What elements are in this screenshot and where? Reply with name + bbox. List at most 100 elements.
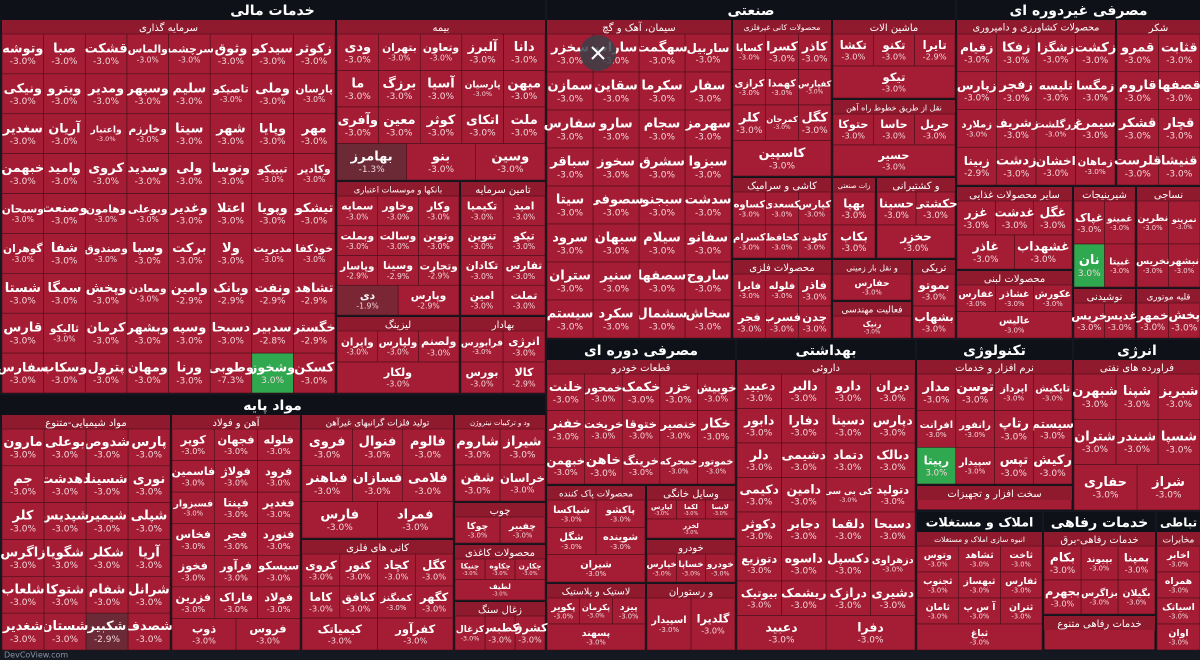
tile[interactable] — [956, 234, 1015, 270]
tile[interactable] — [257, 554, 301, 588]
tile[interactable] — [870, 373, 916, 409]
tile[interactable] — [546, 447, 585, 485]
tile[interactable] — [502, 255, 546, 286]
tile[interactable] — [1032, 447, 1073, 485]
tile[interactable] — [638, 185, 686, 225]
tile[interactable] — [684, 223, 732, 263]
tile[interactable] — [956, 146, 997, 186]
tile[interactable] — [684, 299, 732, 339]
tile[interactable] — [781, 580, 827, 616]
tile[interactable] — [765, 305, 799, 339]
tile[interactable] — [84, 312, 128, 354]
tile[interactable] — [377, 585, 416, 619]
tile[interactable] — [832, 144, 956, 177]
tile[interactable] — [1115, 419, 1159, 465]
tile[interactable] — [955, 447, 995, 485]
tile[interactable] — [1032, 410, 1073, 448]
tile[interactable] — [293, 273, 336, 314]
tile[interactable] — [1073, 243, 1105, 288]
tile[interactable] — [916, 447, 957, 485]
tile[interactable] — [832, 224, 876, 259]
tile[interactable] — [621, 373, 661, 411]
tile[interactable] — [916, 571, 959, 599]
tile[interactable] — [595, 527, 646, 555]
tile[interactable] — [85, 539, 129, 577]
tile[interactable] — [127, 502, 171, 540]
tile[interactable] — [1000, 571, 1043, 599]
tile[interactable] — [684, 261, 732, 301]
tile[interactable] — [257, 491, 301, 525]
tile[interactable] — [499, 516, 546, 544]
tile[interactable] — [168, 113, 211, 154]
tile[interactable] — [732, 33, 766, 70]
tile[interactable] — [377, 225, 419, 256]
tile[interactable] — [916, 545, 959, 573]
tile[interactable] — [43, 539, 87, 577]
tile[interactable] — [301, 553, 341, 587]
tile[interactable] — [1136, 302, 1169, 339]
tile[interactable] — [732, 69, 766, 106]
tile[interactable] — [293, 113, 336, 154]
tile[interactable] — [1075, 146, 1116, 186]
tile[interactable] — [546, 527, 597, 555]
tile[interactable] — [736, 615, 827, 651]
tile[interactable] — [336, 330, 378, 363]
tile[interactable] — [168, 352, 211, 394]
tile[interactable] — [798, 305, 832, 339]
tile[interactable] — [646, 518, 736, 539]
tile[interactable] — [870, 546, 916, 582]
tile[interactable] — [1136, 243, 1169, 288]
tile[interactable] — [994, 410, 1034, 448]
tile[interactable] — [336, 284, 399, 316]
tile[interactable] — [257, 586, 301, 619]
tile[interactable] — [251, 273, 294, 314]
tile[interactable] — [257, 460, 301, 493]
tile[interactable] — [996, 146, 1037, 186]
tile[interactable] — [257, 523, 301, 556]
tile[interactable] — [781, 442, 827, 478]
tile[interactable] — [502, 284, 546, 316]
tile[interactable] — [736, 373, 782, 409]
tile[interactable] — [765, 273, 799, 307]
tile[interactable] — [168, 312, 211, 354]
tile[interactable] — [684, 33, 732, 73]
tile[interactable] — [546, 499, 597, 528]
tile[interactable] — [916, 623, 1043, 651]
tile[interactable] — [460, 284, 504, 316]
tile[interactable] — [251, 33, 294, 75]
tile[interactable] — [1104, 243, 1136, 288]
tile[interactable] — [765, 224, 799, 259]
tile[interactable] — [546, 410, 585, 448]
tile[interactable] — [454, 579, 546, 601]
tile[interactable] — [171, 491, 215, 525]
tile[interactable] — [336, 361, 460, 394]
tile[interactable] — [1104, 302, 1136, 339]
tile[interactable] — [301, 428, 353, 466]
tile[interactable] — [736, 511, 782, 547]
tile[interactable] — [825, 615, 916, 651]
tile[interactable] — [592, 109, 640, 149]
tile[interactable] — [1116, 33, 1159, 73]
tile[interactable] — [503, 70, 546, 108]
close-button[interactable] — [580, 35, 616, 71]
tile[interactable] — [832, 191, 876, 226]
tile[interactable] — [870, 442, 916, 478]
tile[interactable] — [499, 428, 546, 466]
tile[interactable] — [85, 502, 129, 540]
tile[interactable] — [214, 554, 258, 588]
tile[interactable] — [592, 147, 640, 187]
tile[interactable] — [499, 464, 546, 502]
tile[interactable] — [684, 185, 732, 225]
tile[interactable] — [592, 223, 640, 263]
tile[interactable] — [1080, 579, 1119, 615]
tile[interactable] — [1117, 579, 1156, 615]
tile[interactable] — [293, 312, 336, 354]
tile[interactable] — [127, 428, 171, 467]
tile[interactable] — [397, 284, 460, 316]
tile[interactable] — [732, 224, 766, 259]
tile[interactable] — [1073, 464, 1138, 511]
tile[interactable] — [126, 33, 169, 75]
tile[interactable] — [1116, 109, 1159, 148]
tile[interactable] — [460, 225, 504, 256]
tile[interactable] — [876, 224, 956, 259]
